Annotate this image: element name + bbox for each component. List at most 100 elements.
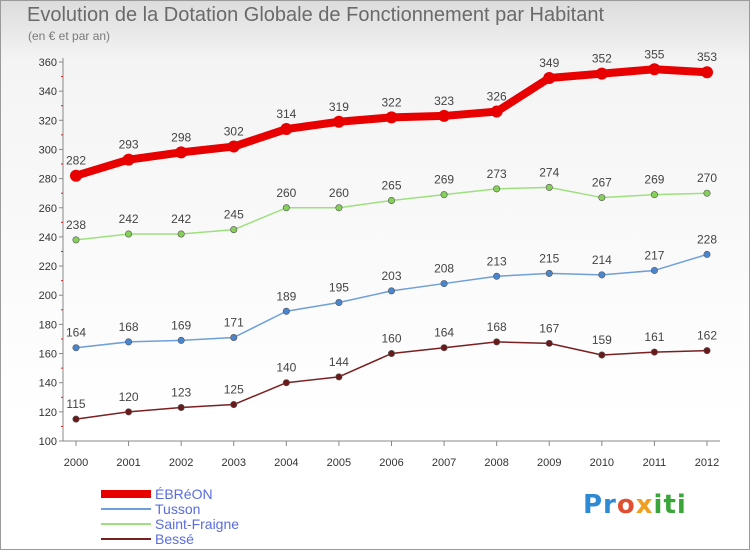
data-label: 322 <box>381 95 401 109</box>
data-label: 298 <box>171 130 191 144</box>
data-label: 169 <box>171 318 191 332</box>
data-label: 349 <box>539 56 559 70</box>
data-point <box>175 146 188 159</box>
data-point <box>440 344 448 352</box>
data-point <box>703 189 711 197</box>
data-point <box>72 236 80 244</box>
legend-label: Saint-Fraigne <box>155 516 240 532</box>
data-label: 120 <box>119 390 139 404</box>
y-tick-label: 220 <box>39 261 57 273</box>
data-point <box>490 105 503 118</box>
data-label: 215 <box>539 251 559 265</box>
data-point <box>387 350 395 358</box>
data-point <box>335 299 343 307</box>
data-point <box>125 408 133 416</box>
data-point <box>493 338 501 346</box>
data-label: 144 <box>329 355 349 369</box>
data-point <box>438 109 451 122</box>
data-point <box>650 266 658 274</box>
data-point <box>595 67 608 80</box>
data-point <box>230 226 238 234</box>
x-tick-label: 2007 <box>432 457 456 469</box>
data-point <box>282 204 290 212</box>
logo-part: Pr <box>583 490 617 520</box>
data-label: 160 <box>381 332 401 346</box>
x-tick-label: 2001 <box>116 457 140 469</box>
data-label: 164 <box>66 326 86 340</box>
legend-label: Tusson <box>155 501 201 517</box>
y-tick-label: 260 <box>39 203 57 215</box>
data-point <box>598 194 606 202</box>
data-point <box>72 344 80 352</box>
chart-title: Evolution de la Dotation Globale de Fonc… <box>27 4 605 26</box>
data-label: 168 <box>487 320 507 334</box>
y-tick-label: 360 <box>39 57 57 69</box>
y-tick-label: 340 <box>39 86 57 98</box>
data-point <box>280 123 293 136</box>
data-point <box>545 339 553 347</box>
data-point <box>72 415 80 423</box>
data-label: 164 <box>434 326 454 340</box>
y-tick-label: 100 <box>39 436 57 448</box>
data-point <box>440 280 448 288</box>
data-point <box>177 336 185 344</box>
data-point <box>701 66 713 79</box>
data-point <box>177 230 185 238</box>
x-tick-label: 2003 <box>222 457 246 469</box>
data-label: 352 <box>592 52 612 66</box>
data-label: 123 <box>171 385 191 399</box>
data-label: 162 <box>697 329 717 343</box>
data-label: 269 <box>434 173 454 187</box>
x-tick-label: 2009 <box>537 457 561 469</box>
x-tick-label: 2004 <box>274 457 298 469</box>
data-label: 208 <box>434 262 454 276</box>
data-label: 195 <box>329 281 349 295</box>
x-tick-label: 2000 <box>64 457 88 469</box>
data-label: 189 <box>276 289 296 303</box>
legend-swatch <box>101 523 151 525</box>
logo-part: x <box>635 490 654 520</box>
data-point <box>230 334 238 342</box>
x-tick-label: 2005 <box>327 457 351 469</box>
x-tick-label: 2012 <box>695 457 719 469</box>
logo-part: iti <box>653 490 687 520</box>
legend-swatch <box>101 508 151 510</box>
data-label: 242 <box>171 212 191 226</box>
data-point <box>493 272 501 280</box>
data-label: 274 <box>539 165 559 179</box>
data-point <box>70 169 82 182</box>
data-label: 302 <box>224 125 244 139</box>
data-point <box>703 250 711 258</box>
y-tick-label: 180 <box>39 319 57 331</box>
chart-subtitle: (en € et par an) <box>28 29 111 43</box>
data-point <box>332 115 345 128</box>
data-point <box>385 111 398 124</box>
data-label: 171 <box>224 316 244 330</box>
data-label: 167 <box>539 321 559 335</box>
data-label: 214 <box>592 253 612 267</box>
data-point <box>122 153 135 166</box>
legend-label: ÉBRéON <box>155 486 213 502</box>
data-label: 265 <box>381 178 401 192</box>
data-point <box>282 379 290 387</box>
data-label: 267 <box>592 176 612 190</box>
data-label: 314 <box>276 107 296 121</box>
data-label: 269 <box>644 173 664 187</box>
data-label: 270 <box>697 171 717 185</box>
data-point <box>440 191 448 199</box>
data-label: 213 <box>487 254 507 268</box>
y-tick-label: 200 <box>39 290 57 302</box>
logo-part: o <box>616 490 636 520</box>
data-label: 161 <box>644 330 664 344</box>
data-point <box>598 271 606 279</box>
data-label: 238 <box>66 218 86 232</box>
data-point <box>335 373 343 381</box>
data-label: 140 <box>276 361 296 375</box>
data-point <box>125 230 133 238</box>
y-tick-label: 300 <box>39 144 57 156</box>
data-label: 353 <box>697 50 717 64</box>
x-tick-label: 2011 <box>643 457 667 469</box>
y-tick-label: 280 <box>39 174 57 186</box>
